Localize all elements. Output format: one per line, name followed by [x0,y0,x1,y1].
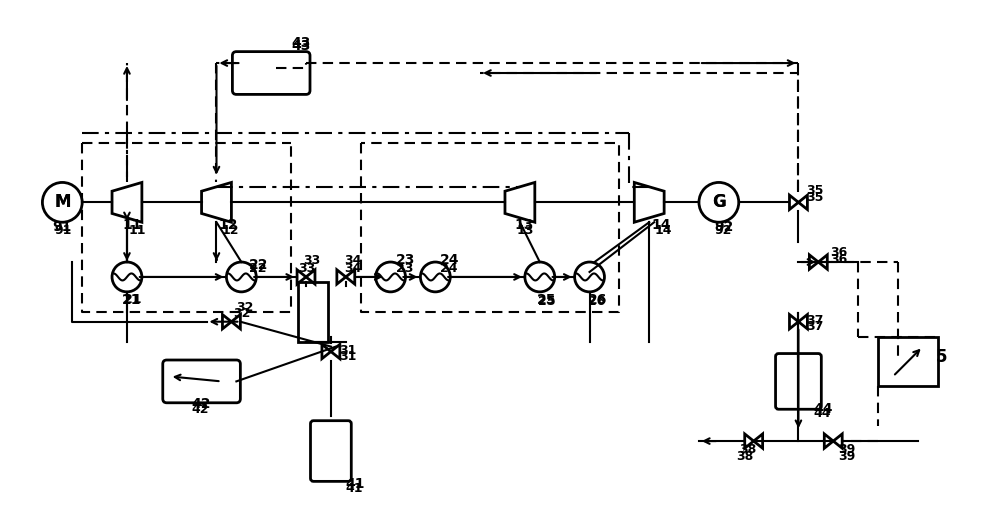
Text: 31: 31 [339,344,356,356]
Text: 37: 37 [806,314,824,327]
Text: 25: 25 [538,295,555,309]
Text: 39: 39 [838,443,855,456]
Text: 32: 32 [236,301,254,314]
Bar [298,282,328,342]
Text: 41: 41 [346,483,363,495]
Text: 44: 44 [813,407,831,420]
Bar [878,337,938,386]
Text: 11: 11 [129,223,146,237]
Text: 42: 42 [192,403,209,415]
Text: 31: 31 [339,350,356,363]
Text: 23: 23 [396,253,415,267]
Text: 23: 23 [396,262,413,276]
Text: 44: 44 [813,402,833,416]
Text: 33: 33 [303,254,320,267]
Text: 91: 91 [54,223,72,237]
Text: 38: 38 [736,450,753,462]
Text: 34: 34 [344,254,361,267]
Text: 26: 26 [588,295,605,309]
Text: 43: 43 [291,39,310,53]
Text: G: G [712,193,726,211]
Text: 21: 21 [122,293,141,307]
Text: 39: 39 [838,450,855,462]
Text: 91: 91 [52,220,72,234]
Text: 34: 34 [344,262,361,276]
Text: 12: 12 [221,223,239,237]
Text: 32: 32 [233,307,251,320]
Text: 25: 25 [537,293,556,307]
Text: M: M [54,193,71,211]
Text: 26: 26 [588,293,607,307]
Text: 14: 14 [651,218,671,232]
Text: 11: 11 [122,218,141,232]
Text: 5: 5 [936,348,947,367]
Text: 92: 92 [714,220,733,234]
Text: 35: 35 [806,191,824,204]
Text: 42: 42 [192,397,211,411]
Text: M: M [54,193,71,211]
Text: 22: 22 [249,258,269,272]
Text: 35: 35 [806,185,824,197]
Text: 13: 13 [517,223,534,237]
Text: 24: 24 [440,262,458,276]
Text: 14: 14 [654,223,672,237]
Text: 33: 33 [298,262,315,276]
Text: 92: 92 [714,223,731,237]
Text: 22: 22 [249,262,267,276]
Text: 12: 12 [218,218,238,232]
Text: 38: 38 [739,443,756,456]
Text: 24: 24 [440,253,460,267]
Text: G: G [712,193,726,211]
Text: 37: 37 [806,320,824,333]
Text: 36: 36 [830,253,848,265]
Text: 36: 36 [830,246,848,259]
Text: 43: 43 [291,36,310,50]
Text: 41: 41 [346,477,365,491]
Text: 13: 13 [515,218,534,232]
Text: 21: 21 [124,293,141,306]
